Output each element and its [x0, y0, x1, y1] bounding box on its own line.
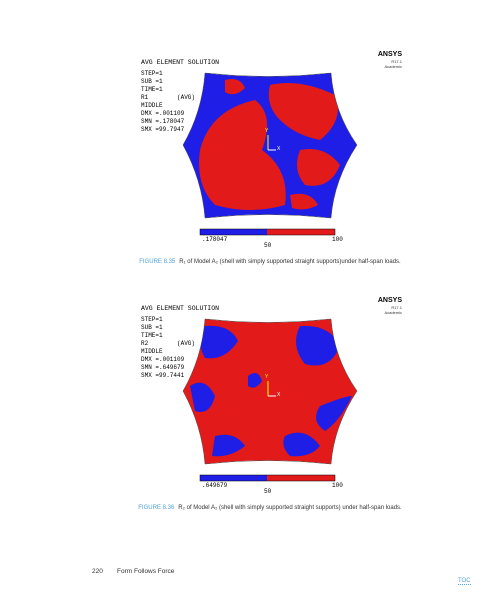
- plot-outline: [182, 72, 358, 219]
- colorbar-low: [200, 229, 267, 235]
- plot-info: SUB =1: [141, 324, 163, 331]
- contour-region: [190, 382, 215, 412]
- contour-region: [248, 372, 262, 388]
- contour-region: [212, 434, 245, 457]
- plot-info: TIME=1: [141, 332, 163, 339]
- plot-info: SUB =1: [141, 78, 163, 85]
- colorbar-high: [267, 475, 335, 481]
- axis-label: Y: [265, 374, 269, 380]
- legend-label: 50: [264, 488, 272, 495]
- plot-info: MIDDLE: [141, 102, 163, 109]
- plot-info: TIME=1: [141, 86, 163, 93]
- legend-label: 100: [332, 482, 343, 489]
- plot-info: DMX =.001109: [141, 110, 185, 117]
- plot-info: SMX =99.7441: [141, 372, 185, 379]
- page-number: 220: [92, 568, 103, 575]
- book-title: Form Follows Force: [117, 568, 175, 575]
- axis-label: X: [277, 392, 281, 398]
- axis-label: X: [277, 146, 281, 152]
- contour-region: [199, 100, 286, 210]
- plot-outline: [182, 318, 358, 465]
- contour-plot: [183, 73, 357, 218]
- edition: Academic: [384, 310, 402, 315]
- plot-info: SMN =.649679: [141, 364, 185, 371]
- contour-region: [290, 193, 318, 210]
- caption: FIGURE 8.36 R₂ of Model A₂ (shell with si…: [0, 505, 486, 511]
- toc-link[interactable]: TOC: [458, 578, 471, 585]
- plot-info: STEP=1: [141, 70, 163, 77]
- colorbar-high: [267, 229, 335, 235]
- plot-info: MIDDLE: [141, 348, 163, 355]
- contour-plot: [183, 319, 357, 464]
- colorbar-low: [200, 475, 267, 481]
- plot-info: R1 (AVG): [141, 94, 196, 101]
- caption: FIGURE 8.35 R₁ of Model A₂ (shell with si…: [0, 259, 486, 265]
- legend-label: 50: [264, 242, 272, 249]
- plot-info: SMX =99.7947: [141, 126, 185, 133]
- plot-info: R2 (AVG): [141, 340, 196, 347]
- plot-info: DMX =.001109: [141, 356, 185, 363]
- caption-label: FIGURE 8.35: [139, 259, 176, 265]
- legend-label: 100: [332, 236, 343, 243]
- ansys-logo: ANSYS: [377, 51, 402, 58]
- colorbar-frame: [199, 228, 336, 236]
- contour-region: [268, 82, 338, 140]
- version: R17.1: [391, 305, 402, 310]
- ansys-logo: ANSYS: [377, 297, 402, 304]
- plot-info: SMN =.178047: [141, 118, 185, 125]
- plot-heading: AVG ELEMENT SOLUTION: [141, 305, 220, 312]
- caption-text: R₂ of Model A₂ (shell with simply suppor…: [178, 505, 402, 511]
- legend-label: .649679: [202, 482, 228, 489]
- legend-label: .178047: [202, 236, 228, 243]
- contour-region: [316, 396, 352, 431]
- axis-label: Y: [265, 128, 269, 134]
- contour-region: [296, 325, 340, 366]
- contour-region: [225, 79, 245, 95]
- version: R17.1: [391, 59, 402, 64]
- contour-region: [283, 432, 320, 457]
- edition: Academic: [384, 64, 402, 69]
- plot-info: STEP=1: [141, 316, 163, 323]
- contour-region: [200, 325, 238, 359]
- colorbar-frame: [199, 474, 336, 482]
- caption-label: FIGURE 8.36: [138, 505, 175, 511]
- plot-heading: AVG ELEMENT SOLUTION: [141, 59, 220, 66]
- contour-region: [296, 149, 340, 186]
- caption-text: R₁ of Model A₂ (shell with simply suppor…: [179, 259, 401, 265]
